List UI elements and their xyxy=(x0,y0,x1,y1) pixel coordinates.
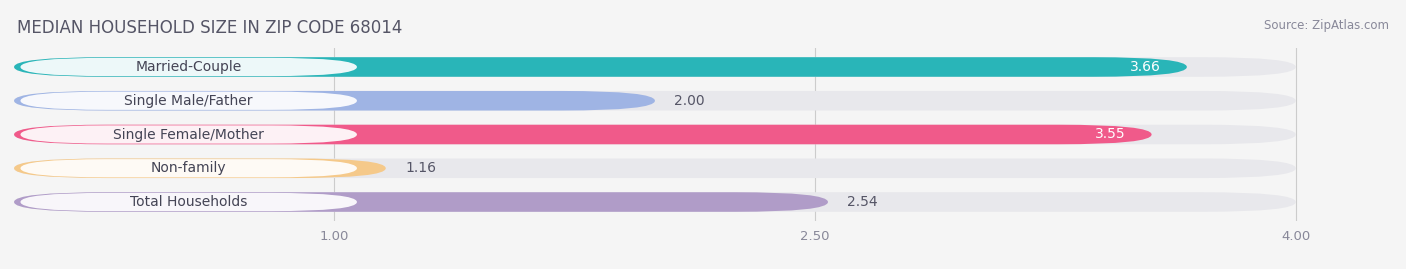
Text: 3.55: 3.55 xyxy=(1095,128,1126,141)
FancyBboxPatch shape xyxy=(21,125,357,144)
Text: 2.54: 2.54 xyxy=(848,195,877,209)
FancyBboxPatch shape xyxy=(14,57,1296,77)
FancyBboxPatch shape xyxy=(21,92,357,110)
FancyBboxPatch shape xyxy=(21,58,357,76)
FancyBboxPatch shape xyxy=(14,192,1296,212)
FancyBboxPatch shape xyxy=(21,193,357,211)
Text: MEDIAN HOUSEHOLD SIZE IN ZIP CODE 68014: MEDIAN HOUSEHOLD SIZE IN ZIP CODE 68014 xyxy=(17,19,402,37)
Text: Single Female/Mother: Single Female/Mother xyxy=(114,128,264,141)
FancyBboxPatch shape xyxy=(14,125,1152,144)
FancyBboxPatch shape xyxy=(14,91,1296,111)
FancyBboxPatch shape xyxy=(14,91,655,111)
Text: Single Male/Father: Single Male/Father xyxy=(125,94,253,108)
FancyBboxPatch shape xyxy=(14,57,1187,77)
Text: 2.00: 2.00 xyxy=(673,94,704,108)
Text: Total Households: Total Households xyxy=(129,195,247,209)
Text: 3.66: 3.66 xyxy=(1130,60,1161,74)
Text: Non-family: Non-family xyxy=(150,161,226,175)
Text: 1.16: 1.16 xyxy=(405,161,436,175)
Text: Married-Couple: Married-Couple xyxy=(135,60,242,74)
FancyBboxPatch shape xyxy=(21,159,357,177)
Text: Source: ZipAtlas.com: Source: ZipAtlas.com xyxy=(1264,19,1389,32)
FancyBboxPatch shape xyxy=(14,158,1296,178)
FancyBboxPatch shape xyxy=(14,125,1296,144)
FancyBboxPatch shape xyxy=(14,158,385,178)
FancyBboxPatch shape xyxy=(14,192,828,212)
